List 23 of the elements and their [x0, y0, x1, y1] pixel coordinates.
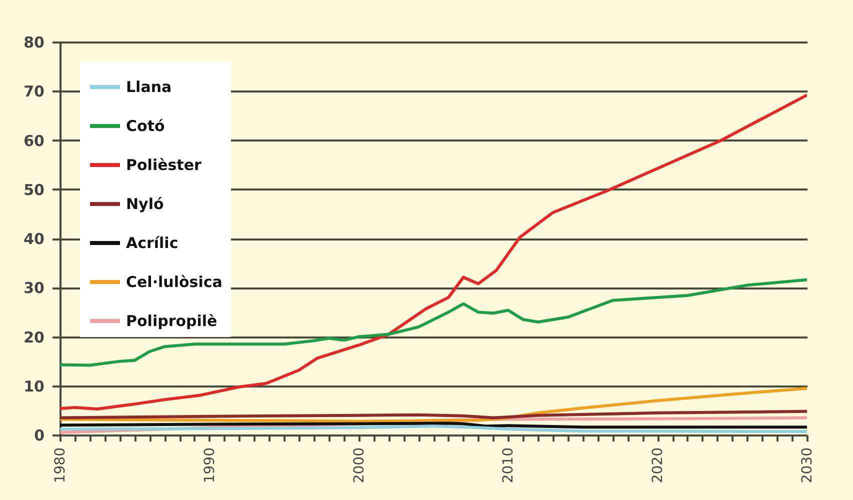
legend-label: Nyló: [126, 195, 164, 213]
x-tick-label: 2000: [351, 448, 368, 484]
y-tick-label: 50: [24, 180, 44, 199]
legend-label: Polipropilè: [126, 312, 218, 330]
x-tick-label: 1990: [202, 448, 218, 484]
y-tick-label: 80: [24, 34, 44, 52]
x-tick-label: 1980: [52, 448, 68, 484]
legend-label: Acrílic: [126, 234, 178, 252]
legend-label: Llana: [126, 78, 172, 96]
y-tick-label: 0: [34, 426, 44, 444]
legend-label: Cel·lulòsica: [126, 273, 222, 291]
legend-label: Cotó: [126, 117, 165, 135]
x-tick-label: 2020: [650, 448, 666, 484]
y-tick-label: 10: [24, 377, 44, 396]
y-tick-label: 30: [24, 279, 44, 298]
y-tick-label: 70: [24, 82, 44, 101]
y-tick-label: 60: [24, 132, 44, 150]
y-tick-label: 20: [24, 328, 44, 346]
legend-label: Polièster: [126, 156, 202, 174]
x-tick-label: 2030: [800, 448, 816, 484]
x-tick-label: 2010: [500, 448, 517, 484]
y-tick-label: 40: [24, 230, 44, 248]
line-series: [60, 410, 807, 420]
